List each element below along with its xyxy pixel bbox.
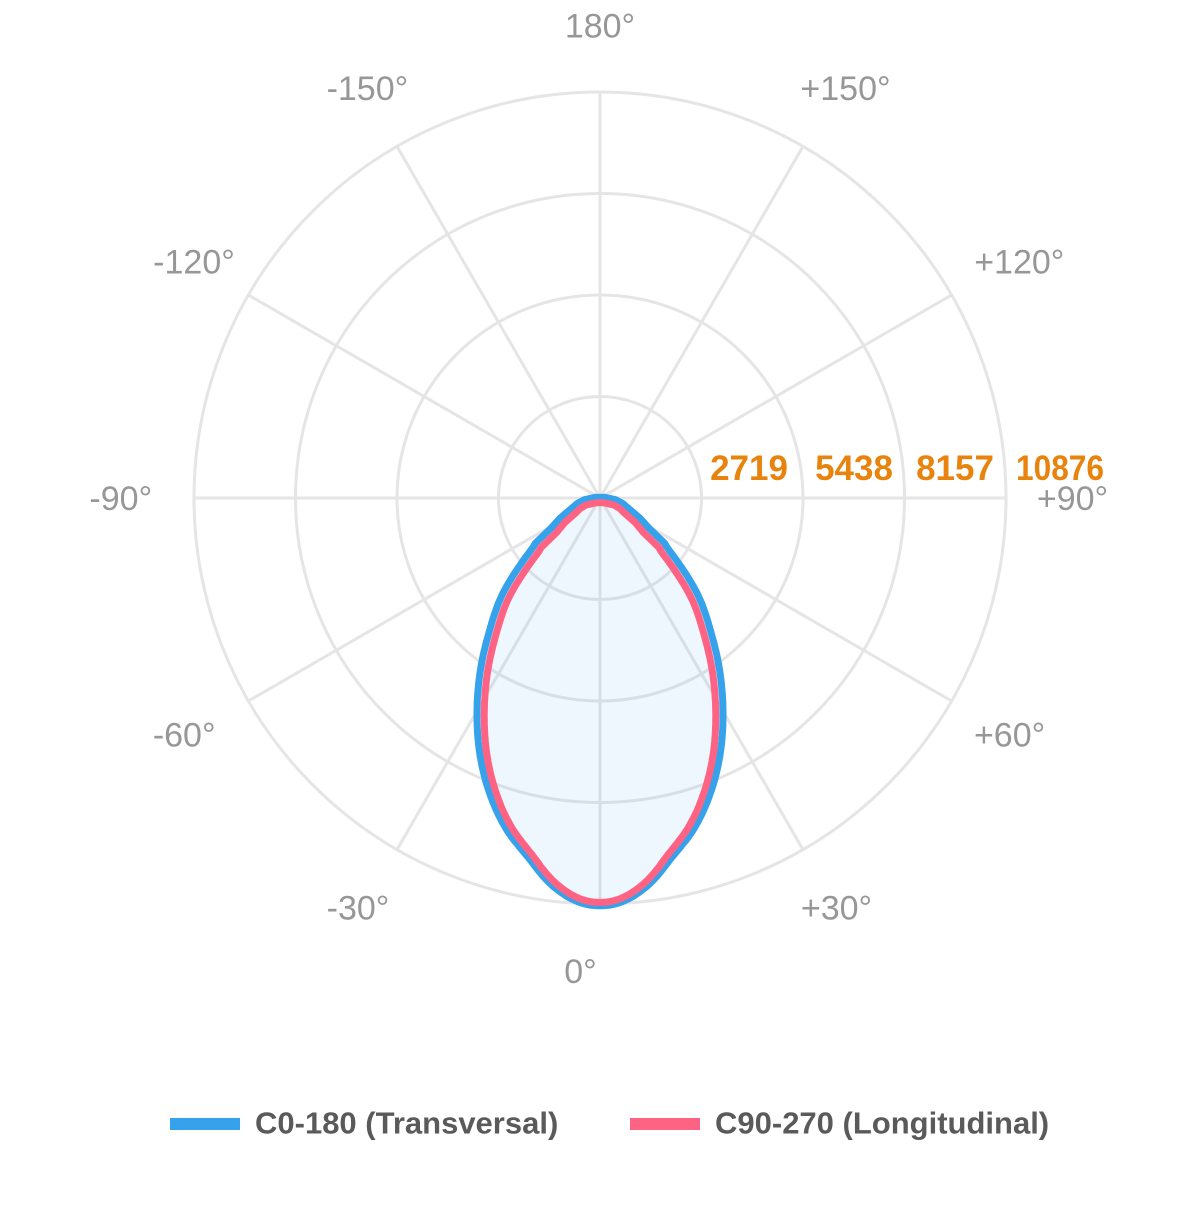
svg-text:+30°: +30° <box>801 889 872 927</box>
svg-text:+150°: +150° <box>800 70 890 108</box>
svg-text:+120°: +120° <box>974 243 1064 281</box>
svg-text:C90-270 (Longitudinal): C90-270 (Longitudinal) <box>715 1105 1049 1140</box>
svg-text:-150°: -150° <box>327 70 409 108</box>
svg-text:-90°: -90° <box>89 480 152 518</box>
svg-text:-120°: -120° <box>153 243 235 281</box>
svg-text:10876: 10876 <box>1016 449 1104 488</box>
svg-text:C0-180 (Transversal): C0-180 (Transversal) <box>255 1105 558 1140</box>
svg-text:2719: 2719 <box>710 449 788 488</box>
svg-text:+60°: +60° <box>974 717 1045 755</box>
svg-text:5438: 5438 <box>815 449 893 488</box>
svg-text:0°: 0° <box>564 953 597 991</box>
svg-text:-60°: -60° <box>153 717 216 755</box>
svg-text:8157: 8157 <box>916 449 994 488</box>
svg-text:-30°: -30° <box>327 889 390 927</box>
svg-text:180°: 180° <box>565 7 635 45</box>
svg-text:+90°: +90° <box>1037 480 1108 518</box>
